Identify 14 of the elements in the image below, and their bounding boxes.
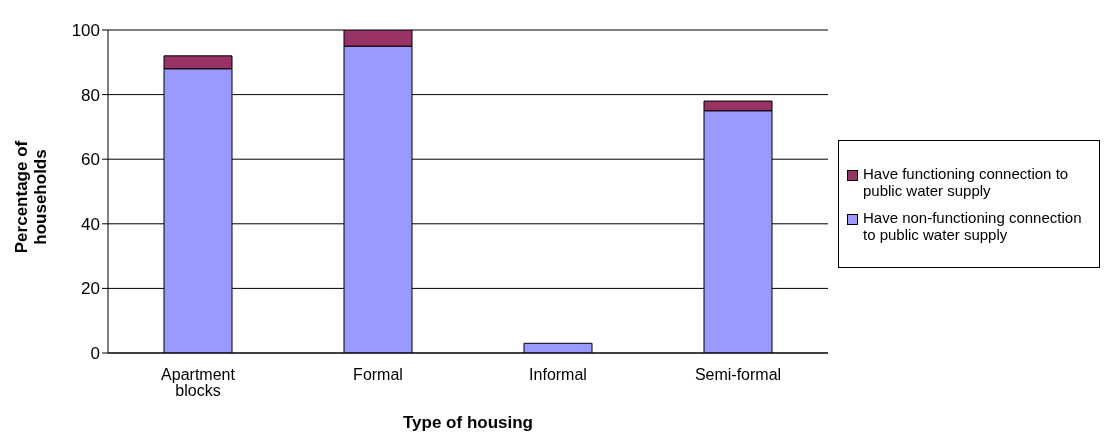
x-tick-label: Informal bbox=[529, 366, 587, 384]
y-tick-label: 100 bbox=[71, 21, 100, 41]
x-tick-label: Formal bbox=[353, 366, 403, 384]
y-tick-label: 80 bbox=[81, 85, 100, 105]
y-tick-label: 60 bbox=[81, 150, 100, 170]
legend-label: Have non-functioning connection to public water supply bbox=[863, 209, 1083, 243]
x-tick-label: Apartment blocks bbox=[161, 366, 236, 400]
y-tick-label: 0 bbox=[90, 344, 100, 364]
y-tick-label: 40 bbox=[81, 214, 100, 234]
y-tick-label: 20 bbox=[81, 279, 100, 299]
x-axis-title: Type of housing bbox=[402, 413, 534, 432]
y-axis-title: Percentage of households bbox=[12, 139, 50, 256]
legend-label: Have functioning connection to public water supply bbox=[863, 165, 1070, 199]
x-tick-label: Semi-formal bbox=[694, 366, 782, 384]
